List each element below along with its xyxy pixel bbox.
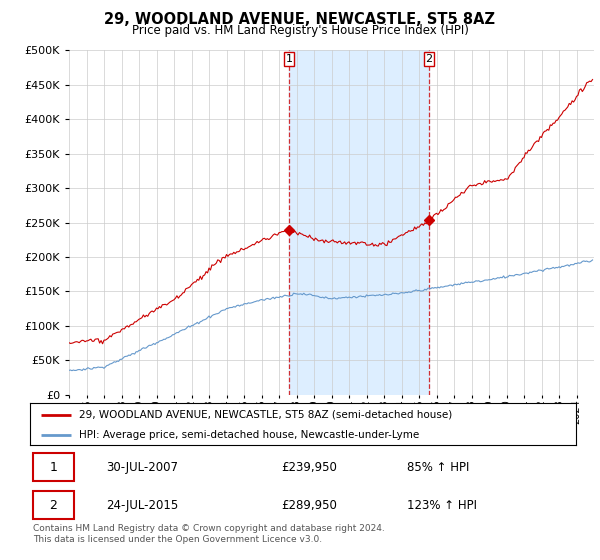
Text: HPI: Average price, semi-detached house, Newcastle-under-Lyme: HPI: Average price, semi-detached house,… [79, 430, 419, 440]
Bar [33, 492, 74, 519]
Text: 123% ↑ HPI: 123% ↑ HPI [407, 498, 477, 512]
Text: 30-JUL-2007: 30-JUL-2007 [106, 460, 178, 474]
Text: Contains HM Land Registry data © Crown copyright and database right 2024.
This d: Contains HM Land Registry data © Crown c… [33, 524, 385, 544]
Text: 2: 2 [425, 54, 433, 64]
Text: 29, WOODLAND AVENUE, NEWCASTLE, ST5 8AZ (semi-detached house): 29, WOODLAND AVENUE, NEWCASTLE, ST5 8AZ … [79, 410, 452, 420]
Bar [289, 50, 429, 395]
Text: 2: 2 [50, 498, 58, 512]
Text: 85% ↑ HPI: 85% ↑ HPI [407, 460, 469, 474]
Text: £289,950: £289,950 [281, 498, 337, 512]
Text: £239,950: £239,950 [281, 460, 337, 474]
Text: 29, WOODLAND AVENUE, NEWCASTLE, ST5 8AZ: 29, WOODLAND AVENUE, NEWCASTLE, ST5 8AZ [104, 12, 496, 27]
Text: 24-JUL-2015: 24-JUL-2015 [106, 498, 179, 512]
Text: 1: 1 [50, 460, 58, 474]
Bar [33, 454, 74, 480]
Text: Price paid vs. HM Land Registry's House Price Index (HPI): Price paid vs. HM Land Registry's House … [131, 24, 469, 37]
Text: 1: 1 [286, 54, 293, 64]
